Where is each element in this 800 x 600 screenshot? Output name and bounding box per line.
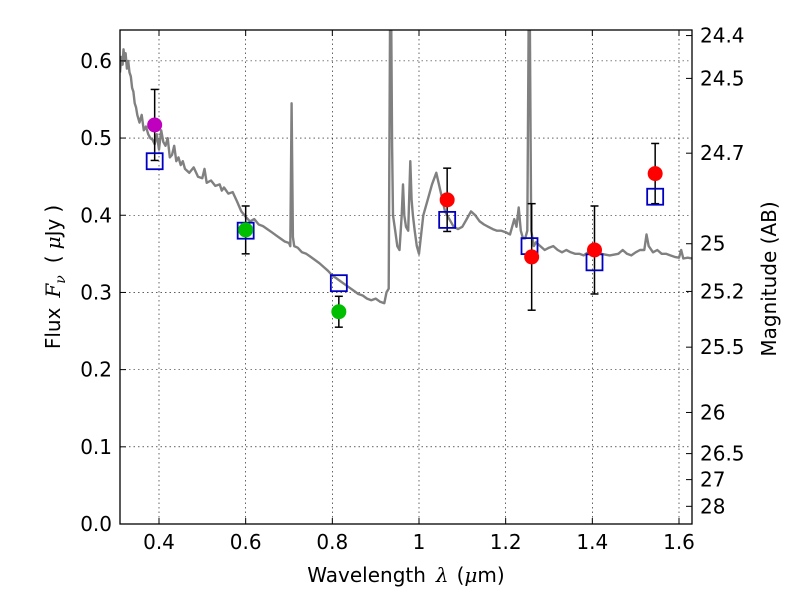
observed-point bbox=[524, 249, 540, 265]
observed-point bbox=[147, 117, 163, 133]
y2-tick-label: 25.2 bbox=[700, 279, 745, 303]
y-tick-label: 0.4 bbox=[80, 203, 112, 227]
observed-point bbox=[647, 166, 663, 182]
axis-ticks bbox=[120, 30, 692, 525]
plot-background bbox=[120, 30, 692, 524]
x-tick-label: 1.6 bbox=[663, 530, 695, 554]
x-axis-label: Wavelength λ (μm) bbox=[307, 563, 504, 587]
x-tick-label: 1.2 bbox=[490, 530, 522, 554]
y-tick-label: 0.2 bbox=[80, 358, 112, 382]
x-tick-label: 1.4 bbox=[576, 530, 608, 554]
y2-tick-label: 28 bbox=[700, 494, 725, 518]
observed-point bbox=[587, 242, 602, 258]
y-tick-label: 0.0 bbox=[80, 512, 112, 536]
x-tick-label: 0.6 bbox=[230, 530, 262, 554]
model-square bbox=[646, 187, 665, 206]
y-tick-label: 0.5 bbox=[80, 126, 112, 150]
observed-point bbox=[238, 222, 254, 238]
x-tick-labels: 0.4 0.6 0.8 1 1.2 1.4 1.6 bbox=[143, 530, 695, 554]
y2-axis-label: Magnitude (AB) bbox=[757, 201, 781, 356]
y-tick-label: 0.6 bbox=[80, 49, 112, 73]
y2-tick-label: 25.5 bbox=[700, 335, 745, 359]
model-square bbox=[329, 274, 348, 293]
x-tick-label: 0.4 bbox=[143, 530, 175, 554]
y2-tick-label: 26.5 bbox=[700, 442, 745, 466]
plot-frame bbox=[119, 29, 693, 525]
model-square bbox=[145, 152, 164, 171]
y2-tick-label: 25 bbox=[700, 232, 725, 256]
y2-tick-label: 26 bbox=[700, 400, 725, 424]
y-tick-labels: 0.0 0.1 0.2 0.3 0.4 0.5 0.6 bbox=[80, 49, 112, 536]
spectrum-line bbox=[120, 30, 692, 305]
model-spectrum bbox=[120, 30, 692, 305]
y2-tick-label: 24.5 bbox=[700, 66, 745, 90]
observed-point bbox=[331, 304, 347, 320]
y-tick-label: 0.1 bbox=[80, 435, 112, 459]
y-tick-label: 0.3 bbox=[80, 280, 112, 304]
observed-photometry bbox=[147, 117, 663, 320]
y2-tick-label: 24.4 bbox=[700, 24, 745, 48]
x-tick-label: 0.8 bbox=[316, 530, 348, 554]
observed-point bbox=[439, 192, 455, 208]
y2-tick-label: 24.7 bbox=[700, 141, 745, 165]
y-axis-label: FluxFν(μJy) bbox=[41, 205, 69, 349]
model-square bbox=[438, 210, 457, 229]
x-tick-label: 1 bbox=[413, 530, 426, 554]
y2-tick-label: 27 bbox=[700, 468, 725, 492]
